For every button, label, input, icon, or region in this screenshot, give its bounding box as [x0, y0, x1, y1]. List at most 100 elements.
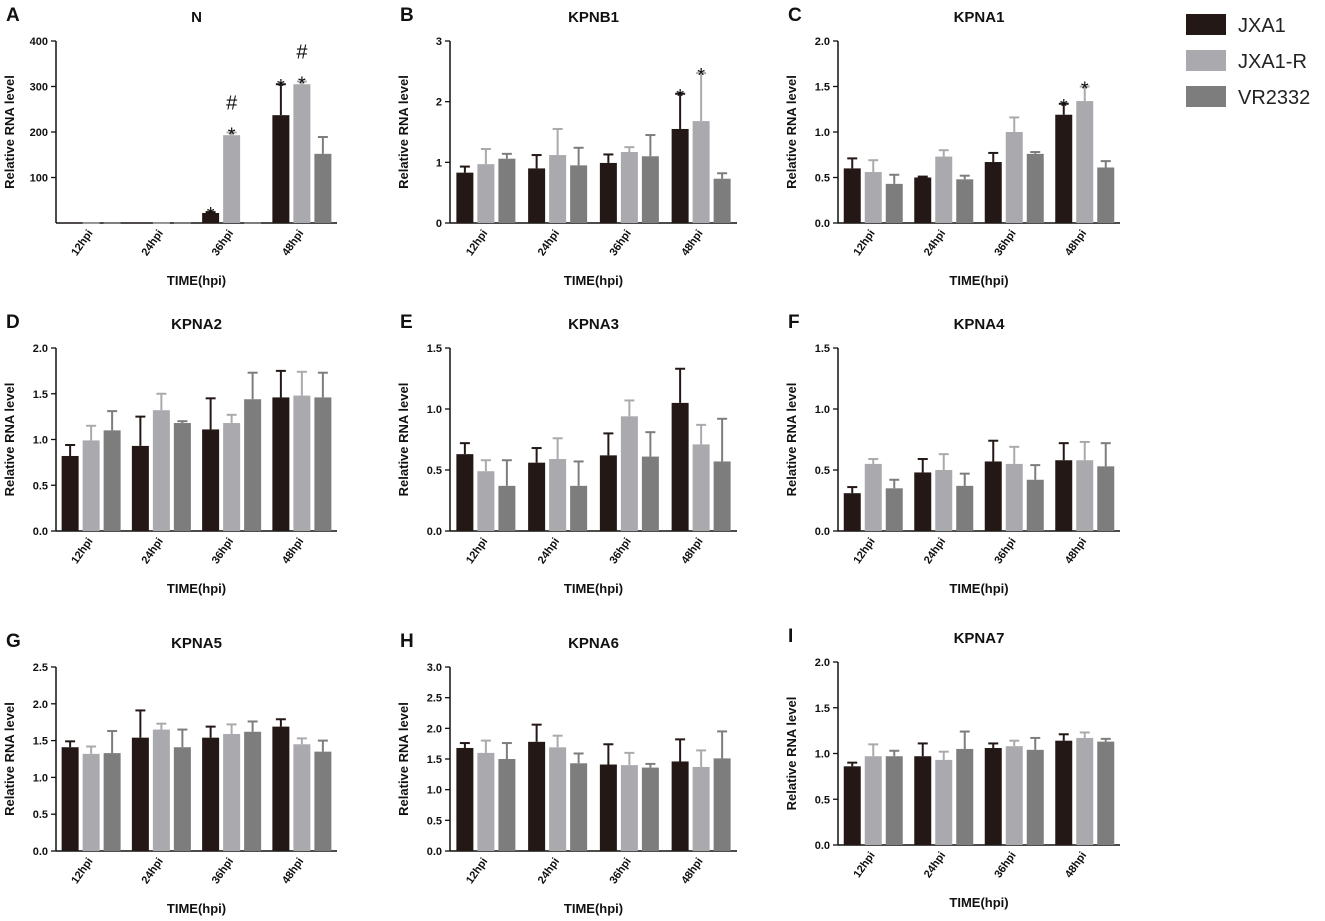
- x-tick-label: 24hpi: [140, 228, 166, 258]
- bar-vr2332-12hpi: [103, 753, 121, 851]
- bar-vr2332-24hpi: [956, 748, 974, 845]
- chart-title: KPNA7: [954, 630, 1005, 647]
- significance-star: *: [676, 86, 684, 108]
- significance-hash: #: [226, 92, 238, 114]
- y-tick-label: 0: [436, 218, 442, 230]
- x-tick-label: 36hpi: [608, 856, 634, 886]
- bar-jxa1-36hpi: [984, 748, 1002, 845]
- chart-title: KPNA6: [568, 635, 619, 652]
- bar-jxa1-24hpi: [131, 737, 149, 851]
- bar-jxa1-r-12hpi: [477, 471, 495, 531]
- y-tick-label: 1.0: [33, 772, 48, 784]
- y-tick-label: 1.5: [815, 343, 830, 355]
- legend-label-jxa1: JXA1: [1238, 15, 1286, 37]
- bar-jxa1-12hpi: [843, 168, 861, 223]
- bar-jxa1-r-48hpi: [293, 395, 311, 531]
- y-tick-label: 0.5: [427, 465, 442, 477]
- bar-vr2332-12hpi: [885, 756, 903, 845]
- bar-vr2332-24hpi: [570, 485, 588, 531]
- x-tick-label: 24hpi: [536, 228, 562, 258]
- bar-jxa1-r-24hpi: [152, 222, 170, 224]
- x-tick-label: 12hpi: [464, 536, 490, 566]
- x-tick-label: 36hpi: [992, 536, 1018, 566]
- y-tick-label: 1.0: [427, 785, 442, 797]
- bar-vr2332-36hpi: [1026, 153, 1044, 223]
- panel-letter: D: [6, 312, 20, 333]
- bar-jxa1-r-36hpi: [1005, 746, 1023, 845]
- bar-jxa1-r-12hpi: [82, 753, 100, 851]
- x-tick-label: 36hpi: [992, 850, 1018, 880]
- significance-hash: #: [296, 41, 308, 63]
- y-tick-label: 0.0: [815, 526, 830, 538]
- significance-star: *: [207, 204, 215, 226]
- legend-swatch-vr2332: [1186, 86, 1226, 107]
- bar-jxa1-r-48hpi: [293, 84, 311, 223]
- bar-jxa1-12hpi: [61, 747, 79, 851]
- x-tick-label: 48hpi: [1063, 536, 1089, 566]
- bar-jxa1-r-12hpi: [864, 756, 882, 845]
- x-tick-label: 24hpi: [140, 856, 166, 886]
- x-axis-label: TIME(hpi): [949, 273, 1008, 288]
- y-tick-label: 100: [30, 173, 48, 185]
- bar-jxa1-r-12hpi: [477, 752, 495, 851]
- bar-jxa1-r-48hpi: [692, 444, 710, 531]
- y-axis-label: Relative RNA level: [2, 702, 17, 816]
- bar-jxa1-36hpi: [599, 162, 617, 223]
- panel-b: B KPNB1 0 1 2 3 Relative RNA level 12hpi 24hpi 36…: [396, 5, 737, 288]
- panel-letter: F: [788, 312, 800, 333]
- y-tick-label: 0.5: [33, 809, 48, 821]
- bar-vr2332-36hpi: [641, 456, 659, 531]
- x-tick-label: 48hpi: [679, 856, 705, 886]
- bar-jxa1-r-24hpi: [935, 470, 953, 531]
- y-axis-label: Relative RNA level: [396, 383, 411, 497]
- bar-jxa1-r-48hpi: [692, 766, 710, 851]
- bar-jxa1-r-12hpi: [82, 440, 100, 531]
- x-tick-label: 24hpi: [140, 536, 166, 566]
- y-axis-label: Relative RNA level: [2, 75, 17, 189]
- x-tick-label: 12hpi: [464, 228, 490, 258]
- y-tick-label: 2.0: [33, 699, 48, 711]
- bar-jxa1-r-36hpi: [620, 765, 638, 851]
- x-axis-label: TIME(hpi): [564, 581, 623, 596]
- y-tick-label: 1.0: [815, 749, 830, 761]
- chart-title: N: [191, 9, 202, 26]
- bar-jxa1-r-24hpi: [549, 459, 567, 531]
- bar-jxa1-36hpi: [202, 212, 220, 223]
- bar-jxa1-36hpi: [599, 764, 617, 851]
- x-axis-label: TIME(hpi): [564, 273, 623, 288]
- panel-letter: E: [400, 312, 413, 333]
- y-tick-label: 1: [436, 157, 442, 169]
- significance-star: *: [1081, 79, 1089, 101]
- chart-title: KPNA1: [954, 9, 1005, 26]
- bar-vr2332-36hpi: [641, 767, 659, 851]
- bar-vr2332-12hpi: [498, 158, 516, 223]
- y-tick-label: 2.5: [427, 693, 442, 705]
- x-tick-label: 48hpi: [280, 856, 306, 886]
- y-axis-label: Relative RNA level: [784, 383, 799, 497]
- bar-jxa1-48hpi: [1055, 114, 1073, 223]
- panel-letter: H: [400, 631, 414, 652]
- y-tick-label: 1.5: [33, 736, 48, 748]
- bar-jxa1-r-36hpi: [620, 152, 638, 223]
- bar-jxa1-r-24hpi: [152, 410, 170, 531]
- bar-vr2332-36hpi: [1026, 479, 1044, 531]
- y-tick-label: 3: [436, 36, 442, 48]
- bar-jxa1-36hpi: [599, 455, 617, 531]
- legend: JXA1 JXA1-R VR2332: [1186, 14, 1310, 109]
- bar-jxa1-48hpi: [272, 115, 290, 223]
- y-tick-label: 0.5: [815, 465, 830, 477]
- y-tick-label: 1.0: [427, 404, 442, 416]
- bar-jxa1-r-24hpi: [549, 747, 567, 851]
- y-tick-label: 1.5: [815, 82, 830, 94]
- x-tick-label: 48hpi: [679, 228, 705, 258]
- panel-c: C KPNA1 0.0 0.5 1.0 1.5 2.0 Relative RNA level 1…: [784, 5, 1120, 288]
- bar-vr2332-36hpi: [1026, 749, 1044, 845]
- bar-jxa1-r-36hpi: [223, 733, 241, 851]
- y-tick-label: 1.5: [815, 703, 830, 715]
- bar-jxa1-24hpi: [131, 445, 149, 531]
- bar-vr2332-36hpi: [244, 731, 262, 851]
- bar-jxa1-r-12hpi: [82, 222, 100, 224]
- y-tick-label: 2.0: [815, 657, 830, 669]
- panel-letter: G: [6, 631, 21, 652]
